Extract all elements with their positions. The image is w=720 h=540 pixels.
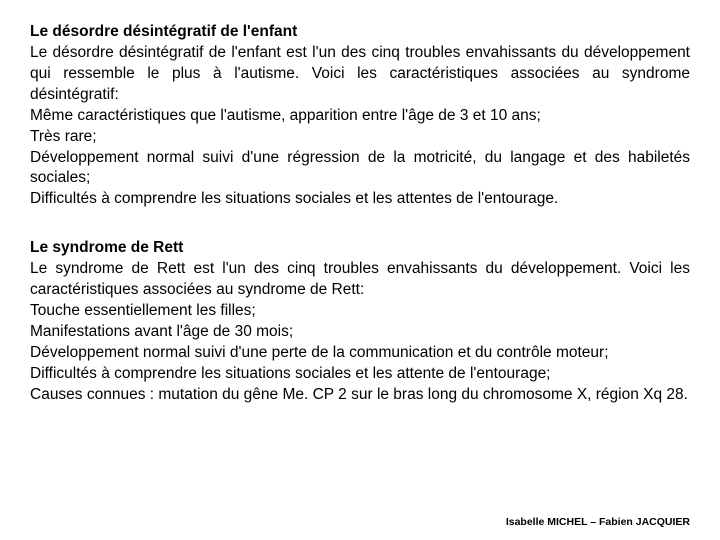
bullet-line: Développement normal suivi d'une perte d… (30, 343, 690, 364)
intro-text: Le syndrome de Rett est l'un des cinq tr… (30, 259, 690, 301)
bullet-line: Très rare; (30, 127, 690, 148)
bullet-line: Manifestations avant l'âge de 30 mois; (30, 322, 690, 343)
bullet-line: Même caractéristiques que l'autisme, app… (30, 106, 690, 127)
section-desordre: Le désordre désintégratif de l'enfant Le… (30, 22, 690, 210)
bullet-line: Difficultés à comprendre les situations … (30, 364, 690, 385)
intro-text: Le désordre désintégratif de l'enfant es… (30, 43, 690, 106)
bullet-line: Touche essentiellement les filles; (30, 301, 690, 322)
footer-credits: Isabelle MICHEL – Fabien JACQUIER (506, 516, 690, 528)
bullet-line: Développement normal suivi d'une régress… (30, 148, 690, 190)
section-rett: Le syndrome de Rett Le syndrome de Rett … (30, 238, 690, 405)
bullet-line: Difficultés à comprendre les situations … (30, 189, 690, 210)
section-title: Le syndrome de Rett (30, 238, 690, 259)
section-title: Le désordre désintégratif de l'enfant (30, 22, 690, 43)
bullet-line: Causes connues : mutation du gêne Me. CP… (30, 385, 690, 406)
